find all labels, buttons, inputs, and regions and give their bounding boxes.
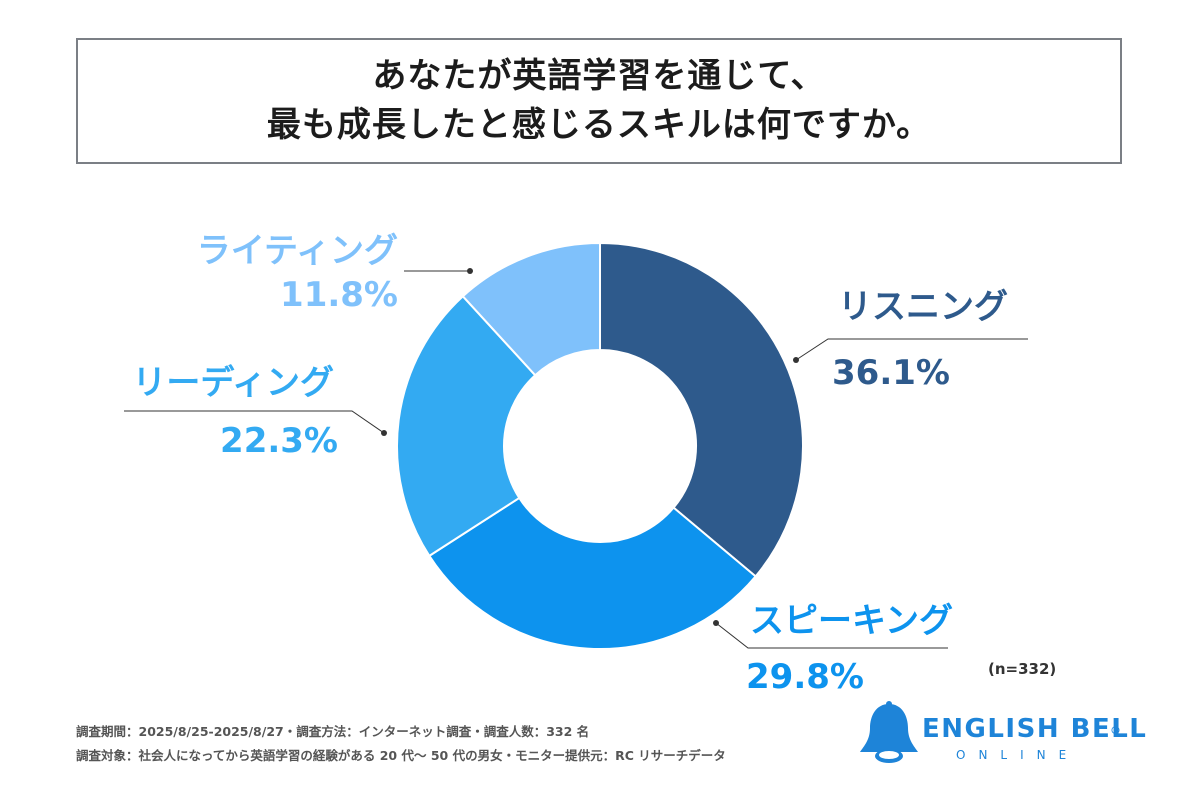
donut-slice-1 [599,241,804,578]
slice-value-1: 36.1% [832,353,950,393]
leader-line-1 [795,338,1028,361]
slice-value-2: 29.8% [746,657,864,697]
leader-dot-1 [793,357,799,363]
slice-value-4: 11.8% [280,275,398,315]
bell-icon [860,701,918,763]
survey-period-text: 調査期間：2025/8/25-2025/8/27・調査方法：インターネット調査・… [76,724,590,739]
donut-slice-3 [396,294,537,558]
sample-size-label: (n=332) [988,660,1057,678]
logo-name: ENGLISH BELL [922,714,1148,744]
slice-value-3: 22.3% [220,421,338,461]
slice-label-1: リスニング [838,287,1008,327]
chart-title-line-1: あなたが英語学習を通じて、 [372,55,826,96]
leader-dot-4 [467,268,473,274]
survey-footer: 調査期間：2025/8/25-2025/8/27・調査方法：インターネット調査・… [76,720,726,768]
slice-label-2: スピーキング [750,601,953,641]
slice-label-3: リーディング [132,363,334,403]
title-box: あなたが英語学習を通じて、 最も成長したと感じるスキルは何ですか。 [76,38,1122,164]
leader-line-3 [124,410,385,434]
leader-dot-2 [713,620,719,626]
leader-dot-3 [381,430,387,436]
donut-slice-4 [461,241,601,377]
slice-label-4: ライティング [197,231,398,271]
english-bell-logo: ENGLISH BELL ® ONLINE [858,700,1146,774]
logo-subtitle: ONLINE [956,748,1080,762]
leader-line-2 [715,622,948,649]
survey-target-text: 調査対象：社会人になってから英語学習の経験がある 20 代〜 50 代の男女・モ… [76,747,726,763]
chart-title-line-2: 最も成長したと感じるスキルは何ですか。 [266,105,932,145]
donut-slice-2 [427,496,758,650]
logo-registered-mark: ® [1110,724,1121,737]
